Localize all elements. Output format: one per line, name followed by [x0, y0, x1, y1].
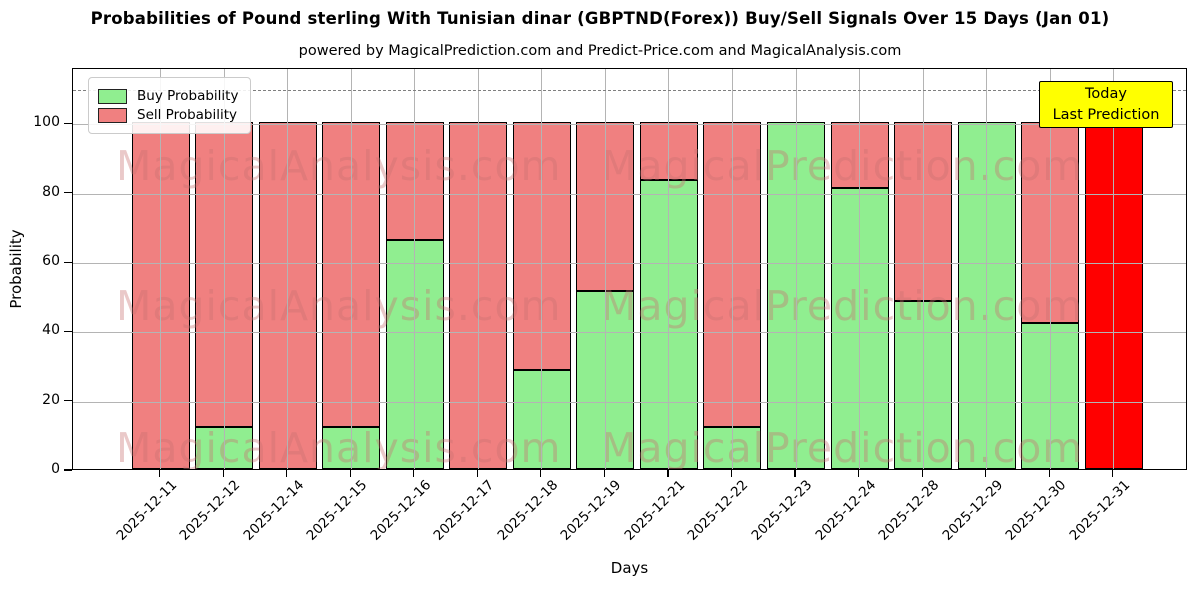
y-gridline-20: [73, 401, 1186, 403]
y-tick-label-20: 20: [42, 391, 60, 408]
x-tick-label-2025-12-23: 2025-12-23: [748, 477, 816, 544]
x-tickmark-2025-12-18: [540, 470, 542, 477]
y-gridline-60: [73, 263, 1186, 265]
watermark-right-row1: MagicalPrediction.com: [601, 142, 1084, 190]
y-gridline-40: [73, 332, 1186, 334]
x-gridline-2025-12-23: [795, 69, 797, 469]
x-tickmark-2025-12-11: [158, 470, 161, 477]
dashed-threshold-line: [73, 89, 1186, 91]
y-tickmark-100: [64, 122, 72, 125]
watermark-left-row1: MagicalAnalysis.com: [116, 142, 562, 190]
y-gridline-100: [73, 124, 1186, 126]
x-gridline-2025-12-14: [287, 69, 289, 469]
annotation-line-last-prediction: Last Prediction: [1052, 107, 1160, 123]
watermark-right-row2: MagicalPrediction.com: [601, 282, 1084, 330]
x-tickmark-2025-12-16: [413, 470, 415, 477]
x-tickmark-2025-12-12: [222, 470, 224, 477]
x-tickmark-2025-12-15: [349, 470, 351, 477]
plot-area: MagicalAnalysis.com MagicalPrediction.com…: [72, 68, 1187, 470]
x-axis-label: Days: [610, 559, 649, 577]
x-tick-label-2025-12-11: 2025-12-11: [113, 477, 180, 544]
x-gridline-2025-12-28: [922, 69, 924, 469]
x-gridline-2025-12-12: [223, 69, 225, 469]
x-gridline-2025-12-29: [986, 69, 988, 469]
x-tick-label-2025-12-17: 2025-12-17: [430, 477, 498, 544]
bar-2025-12-22: [703, 122, 762, 469]
legend-label-sell: Sell Probability: [137, 107, 238, 123]
x-tickmark-2025-12-22: [730, 470, 733, 477]
y-tick-label-60: 60: [42, 253, 60, 270]
y-tick-label-80: 80: [42, 183, 60, 200]
x-tick-label-2025-12-18: 2025-12-18: [494, 477, 562, 544]
x-gridline-2025-12-21: [668, 69, 670, 469]
x-gridline-2025-12-16: [414, 69, 416, 469]
y-tickmark-60: [64, 261, 72, 263]
sell-probability-swatch: [98, 107, 127, 123]
today-annotation-box: Today Last Prediction: [1039, 81, 1173, 128]
x-tickmark-2025-12-29: [985, 470, 987, 477]
x-gridline-2025-12-31: [1113, 69, 1115, 469]
y-gridline-80: [73, 193, 1186, 195]
x-tick-label-2025-12-14: 2025-12-14: [240, 477, 307, 544]
x-gridline-2025-12-11: [160, 69, 161, 469]
y-tickmark-80: [64, 192, 72, 194]
watermark-right-row3: MagicalPrediction.com: [601, 424, 1084, 470]
legend-label-buy: Buy Probability: [137, 88, 239, 104]
x-tick-label-2025-12-30: 2025-12-30: [1002, 477, 1070, 544]
x-tick-label-2025-12-28: 2025-12-28: [875, 477, 943, 544]
x-gridline-2025-12-22: [731, 69, 733, 469]
legend: Buy Probability Sell Probability: [88, 77, 252, 134]
x-tickmark-2025-12-31: [1112, 470, 1114, 477]
legend-item-sell: Sell Probability: [98, 107, 238, 123]
x-tick-label-2025-12-12: 2025-12-12: [176, 477, 244, 544]
x-tick-label-2025-12-31: 2025-12-31: [1066, 477, 1134, 544]
y-tick-label-0: 0: [51, 461, 60, 477]
watermark-left-row3: MagicalAnalysis.com: [116, 424, 562, 470]
y-tick-label-40: 40: [42, 322, 60, 339]
x-tick-label-2025-12-22: 2025-12-22: [684, 477, 752, 544]
x-gridline-2025-12-19: [604, 69, 606, 469]
x-gridline-2025-12-17: [477, 69, 479, 469]
x-tick-label-2025-12-24: 2025-12-24: [812, 477, 879, 544]
x-tick-label-2025-12-29: 2025-12-29: [939, 477, 1006, 544]
x-tick-label-2025-12-21: 2025-12-21: [621, 477, 689, 544]
x-tick-label-2025-12-16: 2025-12-16: [367, 477, 435, 544]
chart-subtitle: powered by MagicalPrediction.com and Pre…: [298, 43, 902, 59]
x-gridline-2025-12-15: [350, 69, 352, 469]
x-gridline-2025-12-30: [1049, 69, 1051, 469]
annotation-line-today: Today: [1085, 86, 1127, 102]
x-tickmark-2025-12-17: [476, 470, 478, 477]
x-tickmark-2025-12-24: [857, 470, 860, 477]
x-tickmark-2025-12-19: [603, 470, 605, 477]
x-tickmark-2025-12-30: [1048, 470, 1050, 477]
x-tickmark-2025-12-28: [921, 470, 923, 477]
y-tickmark-20: [64, 400, 72, 402]
y-tickmark-40: [64, 330, 72, 333]
buy-probability-swatch: [98, 88, 127, 104]
x-tickmark-2025-12-23: [794, 470, 796, 477]
x-tickmark-2025-12-14: [286, 470, 288, 477]
chart-title: Probabilities of Pound sterling With Tun…: [90, 9, 1110, 28]
y-tick-label-100: 100: [33, 114, 60, 131]
x-gridline-2025-12-18: [541, 69, 543, 469]
x-tick-label-2025-12-15: 2025-12-15: [303, 477, 371, 544]
y-tickmark-0: [64, 469, 72, 471]
watermark-left-row2: MagicalAnalysis.com: [116, 282, 562, 330]
legend-item-buy: Buy Probability: [98, 88, 238, 104]
x-tick-label-2025-12-19: 2025-12-19: [557, 477, 625, 544]
x-gridline-2025-12-24: [859, 69, 860, 469]
x-tickmark-2025-12-21: [667, 470, 669, 477]
